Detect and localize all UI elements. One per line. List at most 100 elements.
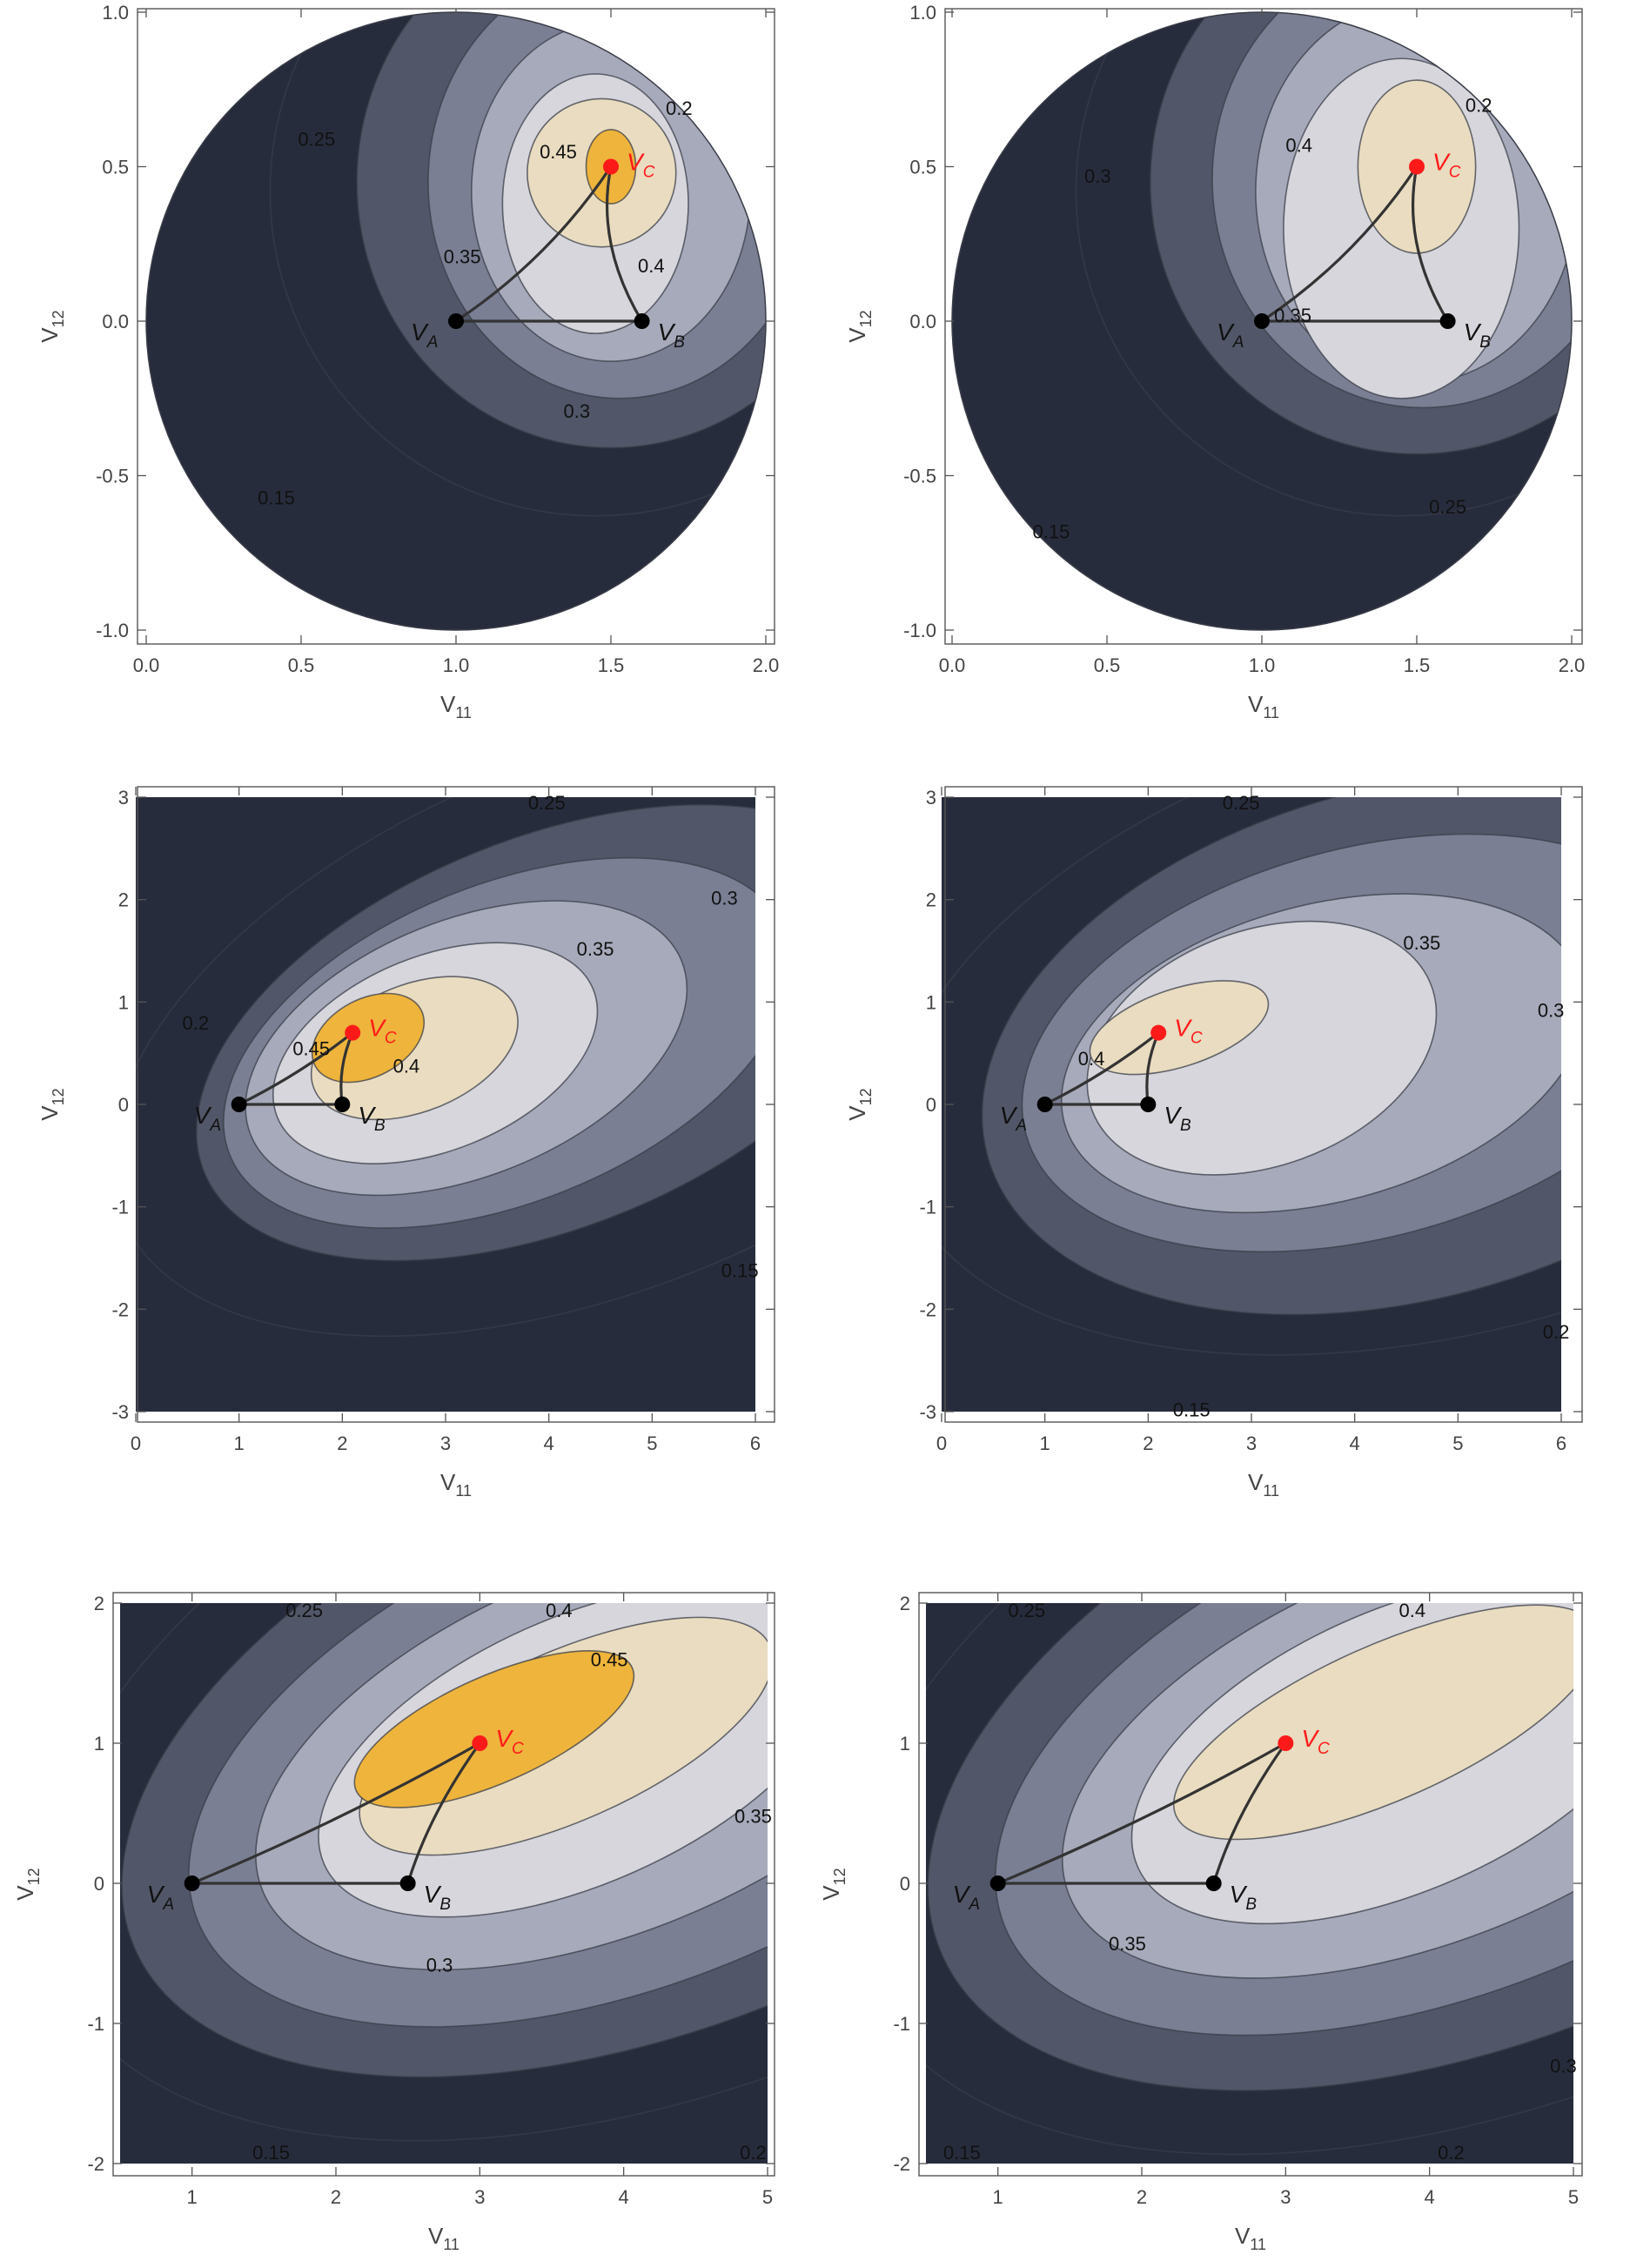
- contour-label: 0.35: [444, 245, 481, 267]
- x-tick-label: 0: [131, 1433, 141, 1454]
- x-tick-label: 2: [331, 2186, 341, 2208]
- contour-label: 0.35: [577, 938, 614, 960]
- y-axis-label: V12: [818, 1868, 848, 1900]
- point-v-b: [334, 1097, 351, 1112]
- triangle: [455, 165, 643, 323]
- y-tick-label: 1.0: [102, 2, 129, 23]
- y-tick-label: -1: [87, 2013, 104, 2035]
- y-tick-label: 1: [926, 991, 936, 1013]
- y-tick-label: -1: [919, 1197, 936, 1218]
- edge-ac: [1261, 165, 1419, 323]
- contour-label: 0.2: [1466, 95, 1492, 117]
- contour-label: 0.2: [740, 2142, 767, 2164]
- contour-label: 0.25: [1223, 792, 1260, 814]
- contour-label: 0.3: [1550, 2055, 1577, 2077]
- x-tick-label: 5: [647, 1433, 657, 1454]
- y-tick-label: 0.0: [102, 311, 129, 332]
- x-tick-label: 1.5: [1404, 654, 1431, 676]
- edge-bc: [606, 166, 643, 322]
- x-tick-label: 3: [1246, 1433, 1257, 1454]
- triangle: [997, 1741, 1287, 1885]
- x-tick-label: 4: [544, 1433, 554, 1454]
- x-tick-label: 1.5: [598, 654, 625, 676]
- y-tick-label: -0.5: [96, 466, 129, 487]
- contour-level-0.45: [353, 1650, 635, 1808]
- contour-label: 0.3: [564, 400, 591, 422]
- y-tick-label: -2: [111, 1298, 129, 1320]
- x-axis-label: V11: [440, 691, 472, 721]
- y-tick-label: 1: [900, 1733, 910, 1755]
- y-tick-label: 0: [118, 1094, 129, 1116]
- y-tick-label: -3: [919, 1401, 936, 1423]
- y-tick-label: -1.0: [903, 620, 936, 641]
- contour-label: 0.25: [285, 1600, 323, 1621]
- x-axis-label: V11: [1248, 1469, 1279, 1500]
- y-tick-label: 2: [926, 889, 936, 911]
- x-tick-label: 2: [1137, 2186, 1147, 2208]
- plot-frame: [918, 1592, 1583, 2177]
- point-label: VB: [1230, 1881, 1258, 1914]
- y-tick-label: 1: [94, 1733, 104, 1755]
- panel-middle-left: 0 1 2 3 4 5 6 -3 -2 -1 0 1 2 3 V11 V12 VA VB VC 0.15 0.2 0.25…: [37, 786, 775, 1500]
- point-v-b: [1439, 313, 1456, 329]
- point-label: VB: [424, 1881, 452, 1914]
- x-tick-label: 1.0: [1249, 654, 1276, 676]
- y-tick-label: 0.5: [102, 157, 129, 178]
- x-tick-label: 0.5: [288, 654, 315, 676]
- edge-ac: [238, 1031, 354, 1106]
- contour-level-0.45: [311, 992, 426, 1084]
- contour-label: 0.45: [292, 1037, 330, 1059]
- x-tick-label: 1: [1040, 1433, 1050, 1454]
- point-label: VA: [1000, 1102, 1027, 1135]
- x-tick-label: 5: [1452, 1433, 1463, 1454]
- x-tick-label: 1.0: [443, 654, 470, 676]
- point-label: VA: [194, 1102, 221, 1135]
- edge-ac: [191, 1741, 481, 1885]
- edge-bc: [406, 1742, 481, 1884]
- point-v-c: [603, 158, 619, 175]
- point-v-a: [1254, 313, 1270, 329]
- point-label: VC: [1301, 1725, 1330, 1758]
- contour-label: 0.4: [1399, 1600, 1426, 1621]
- contour-label: 0.2: [666, 97, 693, 119]
- x-tick-label: 3: [474, 2186, 485, 2208]
- y-axis-label: V12: [12, 1868, 43, 1900]
- x-tick-label: 3: [1280, 2186, 1291, 2208]
- point-label: VB: [1464, 319, 1492, 352]
- point-v-a: [184, 1875, 200, 1891]
- y-tick-label: -2: [919, 1298, 936, 1320]
- panel-bottom-right: 1 2 3 4 5 -2 -1 0 1 2 V11 V12 VA VB VC 0.15 0.2 0.25 0.3 0.…: [818, 1592, 1583, 2253]
- x-tick-label: 2: [337, 1433, 347, 1454]
- point-label: VB: [358, 1102, 386, 1135]
- contour-label: 0.35: [734, 1806, 772, 1828]
- contour-label: 0.35: [1274, 305, 1311, 326]
- contour-label: 0.3: [1538, 1000, 1565, 1022]
- x-tick-label: 3: [440, 1433, 451, 1454]
- panel-bottom-left: 1 2 3 4 5 -2 -1 0 1 2 V11 V12 VA VB VC 0.15 0.2 0.25 0.3 0.…: [12, 1592, 775, 2253]
- triangle: [1261, 165, 1449, 323]
- x-tick-label: 4: [619, 2186, 629, 2208]
- contour-label: 0.15: [252, 2142, 290, 2164]
- contour-label: 0.4: [393, 1055, 420, 1077]
- point-label: VC: [1432, 149, 1461, 182]
- y-tick-label: 2: [118, 889, 129, 911]
- y-tick-label: -2: [87, 2153, 104, 2175]
- point-v-c: [345, 1024, 361, 1041]
- point-label: VC: [495, 1725, 524, 1758]
- x-tick-label: 6: [1556, 1433, 1566, 1454]
- contour-fill: [942, 797, 1561, 1412]
- x-axis-label: V11: [440, 1469, 472, 1500]
- x-tick-label: 0.5: [1094, 654, 1121, 676]
- contour-label: 0.15: [258, 486, 295, 508]
- x-tick-label: 0.0: [133, 654, 160, 676]
- point-v-a: [448, 313, 464, 329]
- edge-ac: [1043, 1031, 1160, 1106]
- x-tick-label: 4: [1350, 1433, 1360, 1454]
- edge-bc: [1212, 1742, 1287, 1884]
- y-tick-label: 2: [94, 1593, 104, 1614]
- point-label: VC: [368, 1015, 397, 1048]
- contour-label: 0.15: [1033, 520, 1070, 542]
- y-tick-label: -1.0: [96, 620, 129, 641]
- contour-fill: [146, 12, 766, 630]
- x-tick-label: 4: [1425, 2186, 1435, 2208]
